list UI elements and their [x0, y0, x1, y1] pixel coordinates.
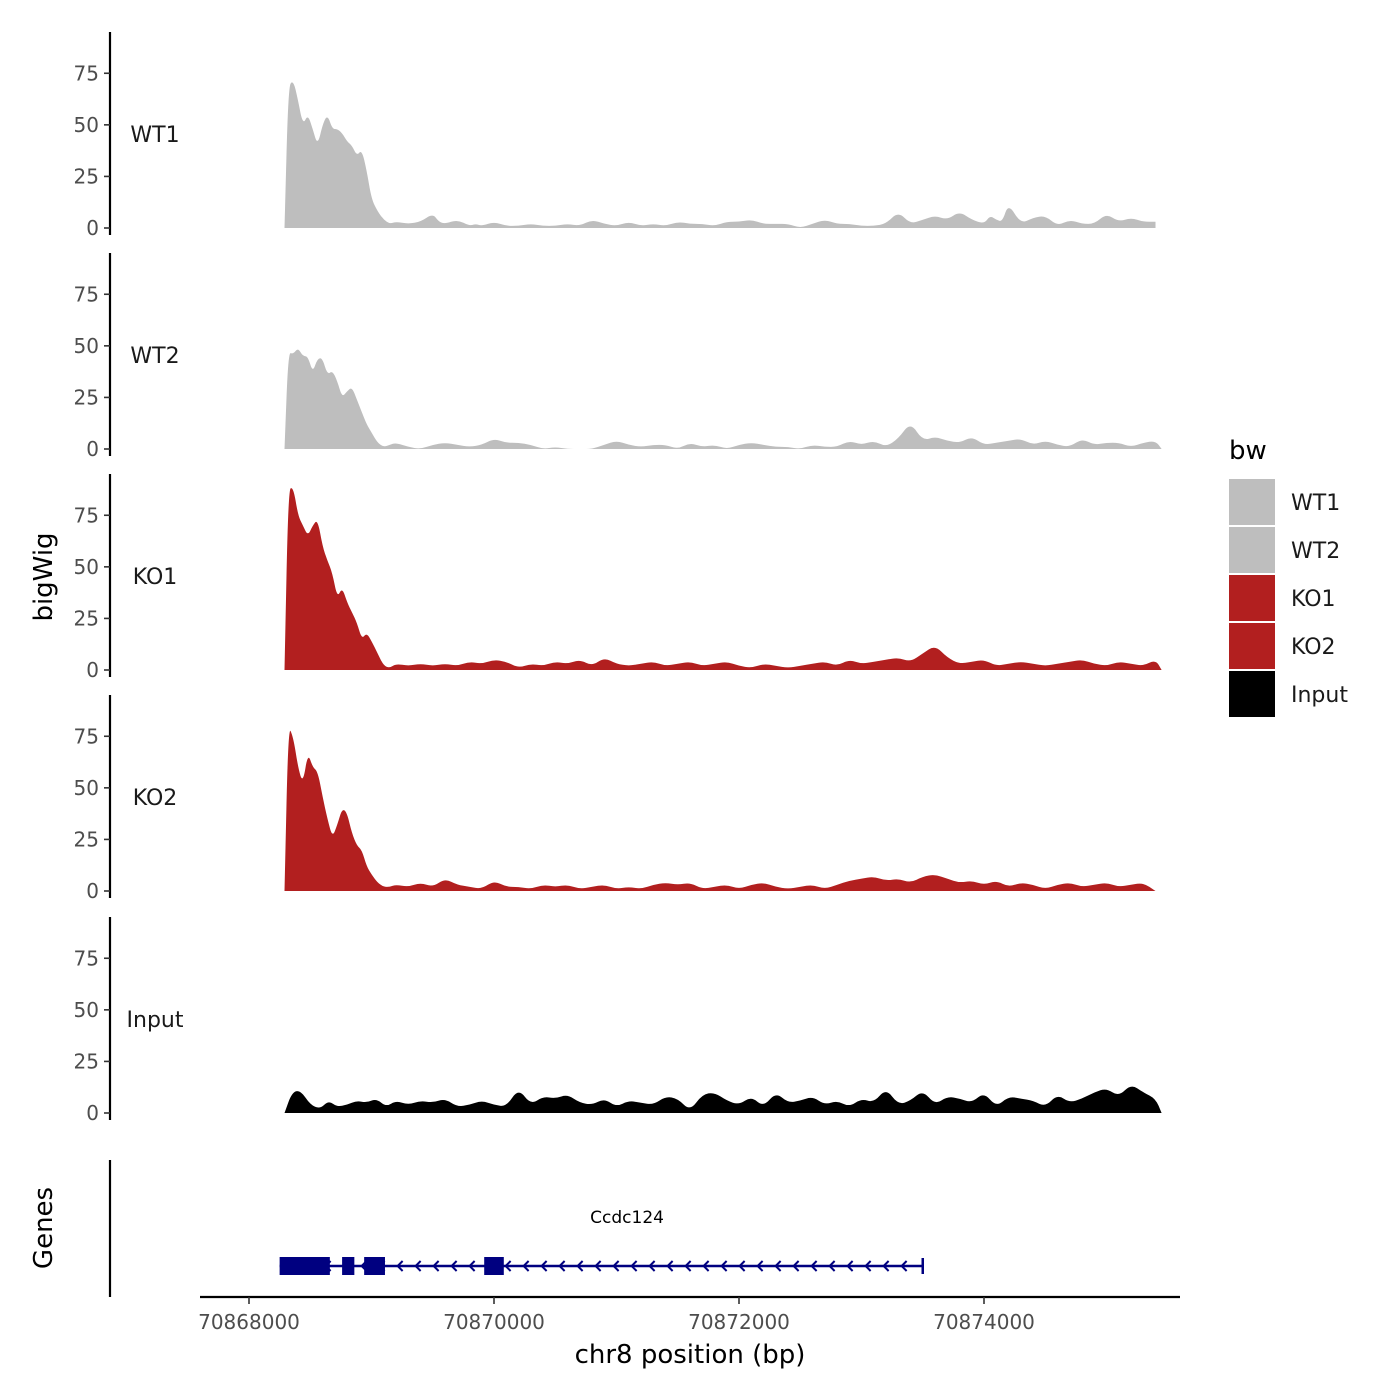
y-tick-label: 0	[86, 879, 99, 903]
y-tick-label: 50	[74, 334, 99, 358]
signal-tracks: 0 25 50 75 WT1 0 25 50 75 WT2 0 25 50 75 KO1 0 25 50 75 KO2…	[74, 32, 1162, 1125]
y-tick-label: 25	[74, 164, 99, 188]
strand-arrow	[882, 1260, 890, 1272]
y-tick-label: 0	[86, 658, 99, 682]
legend-label-wt2: WT2	[1291, 539, 1340, 564]
x-axis: 70868000 70870000 70872000 70874000	[198, 1295, 1180, 1334]
x-tick-label: 70870000	[443, 1310, 545, 1334]
legend-title: bw	[1229, 436, 1267, 466]
strand-arrow	[576, 1260, 584, 1272]
y-tick-label: 25	[74, 827, 99, 851]
gene-ccdc124: Ccdc124	[279, 1208, 924, 1275]
track-ko2: 0 25 50 75 KO2	[74, 695, 1156, 903]
strand-arrow	[522, 1260, 530, 1272]
x-tick-label: 70872000	[688, 1310, 790, 1334]
strand-arrow	[648, 1260, 656, 1272]
y-tick-label: 50	[74, 776, 99, 800]
legend-swatch-input	[1229, 671, 1275, 717]
track-input: 0 25 50 75 Input	[74, 917, 1162, 1125]
strand-arrow	[792, 1260, 800, 1272]
y-tick-label: 25	[74, 385, 99, 409]
strand-arrow	[432, 1260, 440, 1272]
strand-arrow	[828, 1260, 836, 1272]
track-label-ko2: KO2	[133, 786, 178, 811]
gene-exon	[364, 1257, 385, 1275]
strand-arrow	[900, 1260, 908, 1272]
strand-arrow	[612, 1260, 620, 1272]
legend-swatch-wt2	[1229, 527, 1275, 573]
y-tick-label: 75	[74, 282, 99, 306]
strand-arrow	[558, 1260, 566, 1272]
strand-arrow	[702, 1260, 710, 1272]
strand-arrow	[504, 1260, 512, 1272]
strand-arrow	[540, 1260, 548, 1272]
strand-arrow	[756, 1260, 764, 1272]
strand-arrow	[738, 1260, 746, 1272]
track-label-wt2: WT2	[130, 344, 179, 369]
gene-exon	[484, 1257, 504, 1275]
signal-area-input	[284, 1086, 1162, 1113]
y-tick-label: 25	[74, 606, 99, 630]
strand-arrow	[594, 1260, 602, 1272]
y-tick-label: 50	[74, 113, 99, 137]
strand-arrow	[810, 1260, 818, 1272]
y-tick-label: 75	[74, 61, 99, 85]
signal-area-ko1	[284, 488, 1162, 670]
y-tick-label: 25	[74, 1049, 99, 1073]
strand-arrow	[774, 1260, 782, 1272]
track-wt1: 0 25 50 75 WT1	[74, 32, 1156, 240]
strand-arrow	[450, 1260, 458, 1272]
track-label-ko1: KO1	[133, 565, 178, 590]
gene-exon	[342, 1257, 355, 1275]
strand-arrow	[468, 1260, 476, 1272]
gene-name-label: Ccdc124	[590, 1208, 664, 1228]
y-tick-label: 0	[86, 437, 99, 461]
y-tick-label: 75	[74, 503, 99, 527]
y-tick-label: 50	[74, 998, 99, 1022]
strand-arrow	[666, 1260, 674, 1272]
y-tick-label: 0	[86, 1101, 99, 1125]
strand-arrow	[630, 1260, 638, 1272]
signal-area-wt2	[284, 349, 1162, 449]
x-axis-title: chr8 position (bp)	[575, 1340, 806, 1370]
legend-label-input: Input	[1291, 683, 1348, 708]
y-tick-label: 50	[74, 555, 99, 579]
y-tick-label: 75	[74, 946, 99, 970]
x-tick-label: 70868000	[198, 1310, 300, 1334]
legend: bw WT1 WT2 KO1 KO2 Input	[1229, 436, 1348, 717]
strand-arrow	[396, 1260, 404, 1272]
legend-swatch-ko2	[1229, 623, 1275, 669]
legend-label-ko1: KO1	[1291, 587, 1336, 612]
legend-swatch-wt1	[1229, 479, 1275, 525]
track-ko1: 0 25 50 75 KO1	[74, 474, 1162, 682]
genes-axis-title: Genes	[29, 1187, 59, 1269]
y-tick-label: 75	[74, 724, 99, 748]
legend-label-ko2: KO2	[1291, 635, 1336, 660]
y-axis-title: bigWig	[29, 532, 59, 621]
strand-arrow	[414, 1260, 422, 1272]
signal-area-ko2	[284, 730, 1156, 891]
strand-arrow	[864, 1260, 872, 1272]
legend-swatch-ko1	[1229, 575, 1275, 621]
track-wt2: 0 25 50 75 WT2	[74, 253, 1162, 461]
strand-arrow	[684, 1260, 692, 1272]
y-tick-label: 0	[86, 216, 99, 240]
gene-exon	[279, 1257, 330, 1275]
track-label-wt1: WT1	[130, 123, 179, 148]
legend-label-wt1: WT1	[1291, 491, 1340, 516]
strand-arrow	[846, 1260, 854, 1272]
strand-arrow	[720, 1260, 728, 1272]
x-tick-label: 70874000	[933, 1310, 1035, 1334]
gene-track: Ccdc124	[108, 1160, 924, 1297]
signal-area-wt1	[284, 82, 1156, 228]
track-label-input: Input	[127, 1008, 184, 1033]
